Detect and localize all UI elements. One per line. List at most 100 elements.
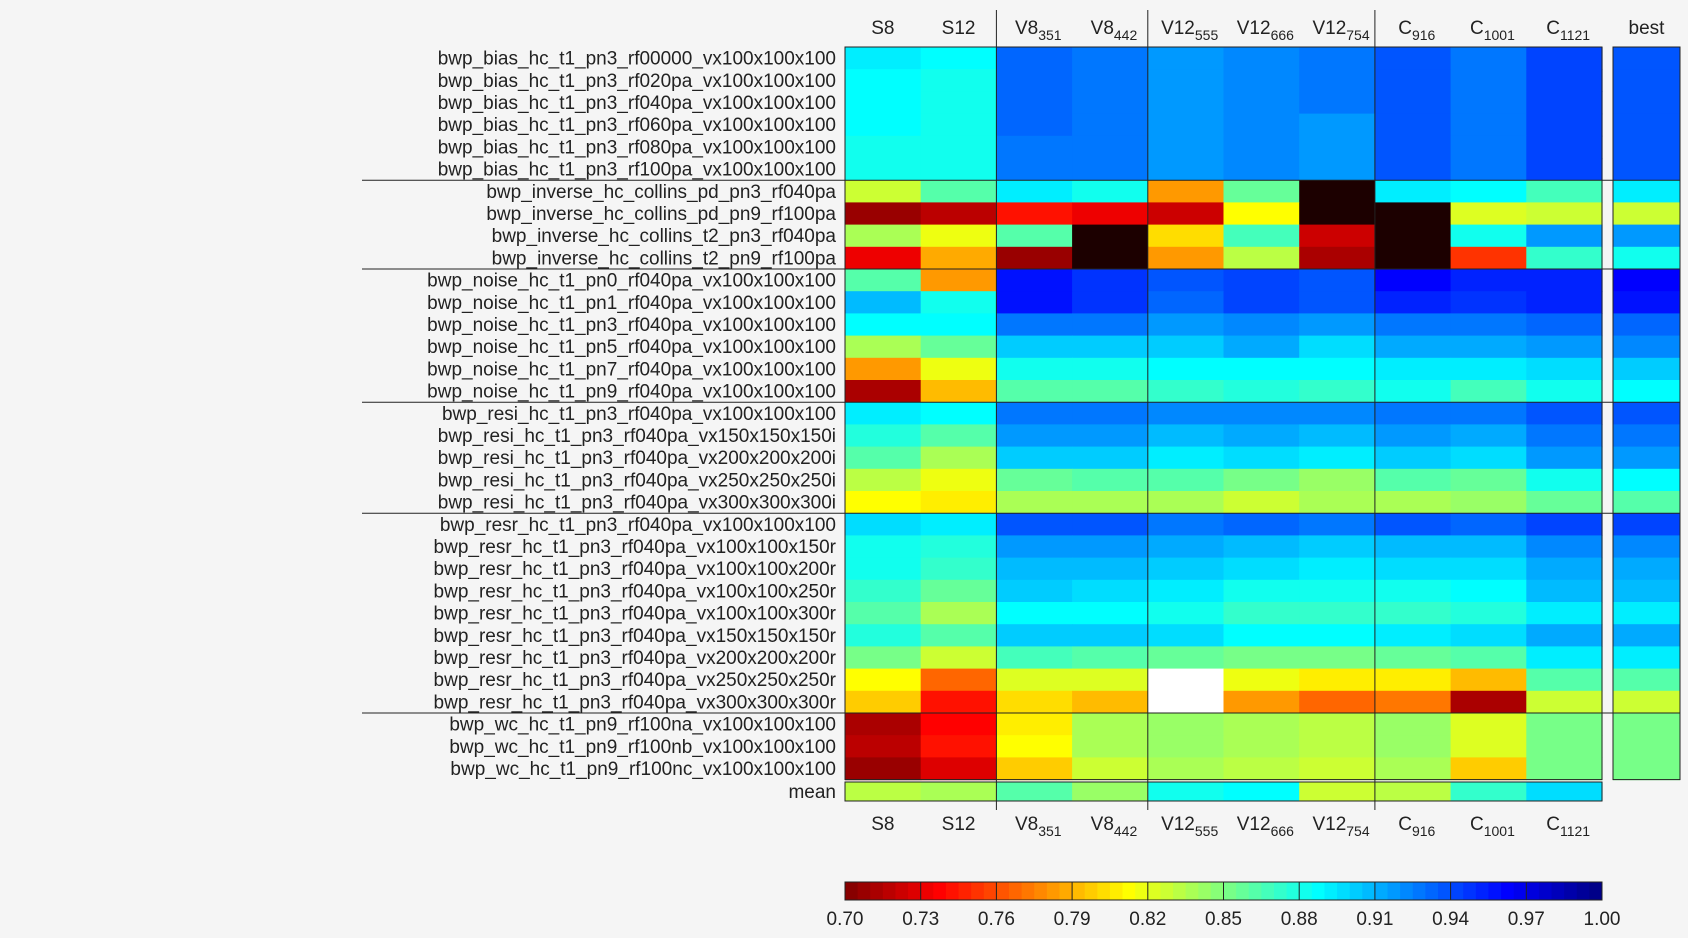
heatmap-cell [1374, 757, 1452, 781]
heatmap-cell [1072, 158, 1149, 181]
heatmap-cell [1374, 468, 1452, 492]
heatmap-cell [996, 357, 1073, 381]
best-cell [1613, 113, 1680, 137]
heatmap-cell [1147, 757, 1225, 781]
heatmap-cell [996, 69, 1073, 92]
colorbar-tick-label: 1.00 [1584, 909, 1621, 930]
colorbar-swatch [1488, 882, 1502, 900]
heatmap-cell [845, 402, 922, 425]
heatmap-cell [1147, 135, 1225, 159]
column-label-top-1: S12 [942, 18, 976, 39]
heatmap-cell [1526, 468, 1603, 492]
heatmap-cell [1299, 535, 1376, 559]
heatmap-cell [996, 735, 1073, 758]
heatmap-cell [1147, 224, 1225, 248]
colorbar-swatch [996, 882, 1010, 900]
heatmap-cell [1299, 246, 1376, 270]
heatmap-cell [1299, 713, 1376, 736]
heatmap-cell [845, 135, 922, 159]
row-label: bwp_bias_hc_t1_pn3_rf00000_vx100x100x100 [438, 49, 836, 70]
heatmap-cell [1374, 313, 1452, 337]
heatmap-cell [996, 113, 1073, 137]
heatmap-cell [1526, 335, 1603, 359]
colorbar-swatch [1437, 882, 1452, 900]
colorbar-swatch [1059, 882, 1073, 900]
heatmap-cell [1526, 446, 1603, 470]
heatmap-cell [996, 424, 1073, 448]
heatmap-cell [1299, 468, 1376, 492]
row-label: bwp_wc_hc_t1_pn9_rf100nc_vx100x100x100 [450, 759, 836, 780]
heatmap-cell [1072, 713, 1149, 736]
heatmap-cell [845, 202, 922, 226]
heatmap-cell [1374, 535, 1452, 559]
heatmap-cell [1223, 135, 1300, 159]
heatmap-cell [1223, 624, 1300, 647]
colorbar-swatch [958, 882, 972, 900]
heatmap-cell [1374, 47, 1452, 70]
colorbar-swatch [1349, 882, 1363, 900]
heatmap-cell [1147, 180, 1225, 203]
heatmap-cell [1299, 91, 1376, 115]
best-cell [1613, 158, 1680, 181]
heatmap-cell [920, 402, 997, 425]
heatmap-cell [1072, 757, 1149, 781]
heatmap-cell [1223, 602, 1300, 625]
heatmap-cells [845, 47, 1603, 781]
heatmap-cell [1450, 202, 1527, 226]
colorbar-swatch [1311, 882, 1325, 900]
heatmap-cell [1072, 224, 1149, 248]
best-cell [1613, 690, 1680, 714]
heatmap-cell [1299, 47, 1376, 70]
heatmap-cell [920, 47, 997, 70]
colorbar-tick-label: 0.91 [1356, 909, 1393, 930]
heatmap-cell [1526, 113, 1603, 137]
best-cell [1613, 446, 1680, 470]
heatmap-cell [1374, 202, 1452, 226]
heatmap-cell [1374, 402, 1452, 425]
heatmap-cell [1072, 91, 1149, 115]
heatmap-cell [1526, 69, 1603, 92]
colorbar-swatch [1223, 882, 1237, 900]
row-label: bwp_wc_hc_t1_pn9_rf100na_vx100x100x100 [449, 715, 836, 736]
heatmap-cell [1526, 380, 1603, 403]
colorbar-tick-label: 0.82 [1129, 909, 1166, 930]
colorbar-swatch [1526, 882, 1540, 900]
heatmap-cell [1299, 402, 1376, 425]
heatmap-cell [1223, 313, 1300, 337]
heatmap-cell [1299, 113, 1376, 137]
heatmap-cell [996, 668, 1073, 692]
heatmap-cell [1223, 402, 1300, 425]
column-label-top-6: V12754 [1312, 18, 1369, 43]
colorbar-swatch [1084, 882, 1098, 900]
heatmap-cell [996, 579, 1073, 603]
heatmap-cell [1072, 269, 1149, 292]
heatmap-cell [1374, 269, 1452, 292]
best-cell [1613, 91, 1680, 115]
heatmap-cell [845, 491, 922, 514]
colorbar-swatch [1589, 882, 1603, 900]
colorbar-swatch [1046, 882, 1060, 900]
column-label-top-9: C1121 [1546, 18, 1590, 43]
colorbar-swatch [1513, 882, 1527, 900]
heatmap-cell [920, 446, 997, 470]
heatmap-cell [1526, 402, 1603, 425]
row-label: bwp_resr_hc_t1_pn3_rf040pa_vx150x150x150… [434, 626, 837, 647]
heatmap-cell [1147, 579, 1225, 603]
mean-cell [1374, 782, 1452, 801]
best-cell [1613, 224, 1680, 248]
best-cell [1613, 424, 1680, 448]
heatmap-cell [1374, 646, 1452, 670]
heatmap-cell [1299, 424, 1376, 448]
heatmap-cell [1526, 690, 1603, 714]
heatmap-cell [845, 357, 922, 381]
colorbar-tick-label: 0.94 [1432, 909, 1469, 930]
heatmap-cell [920, 291, 997, 314]
colorbar-swatch [1337, 882, 1351, 900]
heatmap-cell [1072, 602, 1149, 625]
heatmap-cell [920, 269, 997, 292]
heatmap-cell [845, 380, 922, 403]
heatmap-cell [1299, 446, 1376, 470]
heatmap-cell [1526, 47, 1603, 70]
mean-frame [844, 781, 1603, 802]
heatmap-cell [1450, 646, 1527, 670]
